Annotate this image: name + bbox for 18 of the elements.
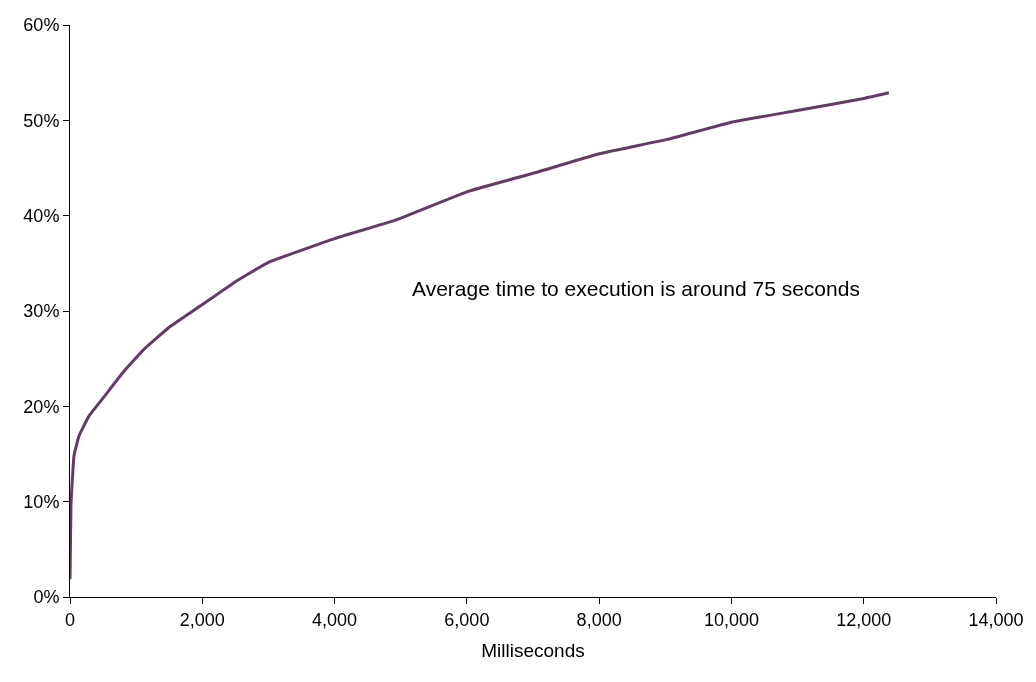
line-series	[70, 91, 891, 581]
y-tick-label: 60%	[23, 15, 60, 36]
x-tick-label: 12,000	[836, 609, 892, 630]
y-tick-label: 30%	[23, 301, 60, 322]
x-tick-label: 4,000	[312, 609, 358, 630]
x-tick-label: 6,000	[444, 609, 490, 630]
annotation: Average time to execution is around 75 seconds	[412, 277, 860, 300]
x-tick-label: 0	[64, 609, 76, 630]
y-tick-label: 50%	[23, 110, 60, 131]
y-tick-label: 20%	[23, 396, 60, 417]
x-tick-label: 2,000	[179, 609, 225, 630]
y-tick-label: 10%	[23, 491, 60, 512]
x-tick-label: 14,000	[968, 609, 1024, 630]
x-tick-label: 8,000	[576, 609, 622, 630]
x-axis-title: Milliseconds	[481, 640, 585, 662]
y-tick-label: 40%	[23, 205, 60, 226]
y-tick-label: 0%	[33, 587, 60, 608]
x-tick-label: 10,000	[703, 609, 759, 630]
